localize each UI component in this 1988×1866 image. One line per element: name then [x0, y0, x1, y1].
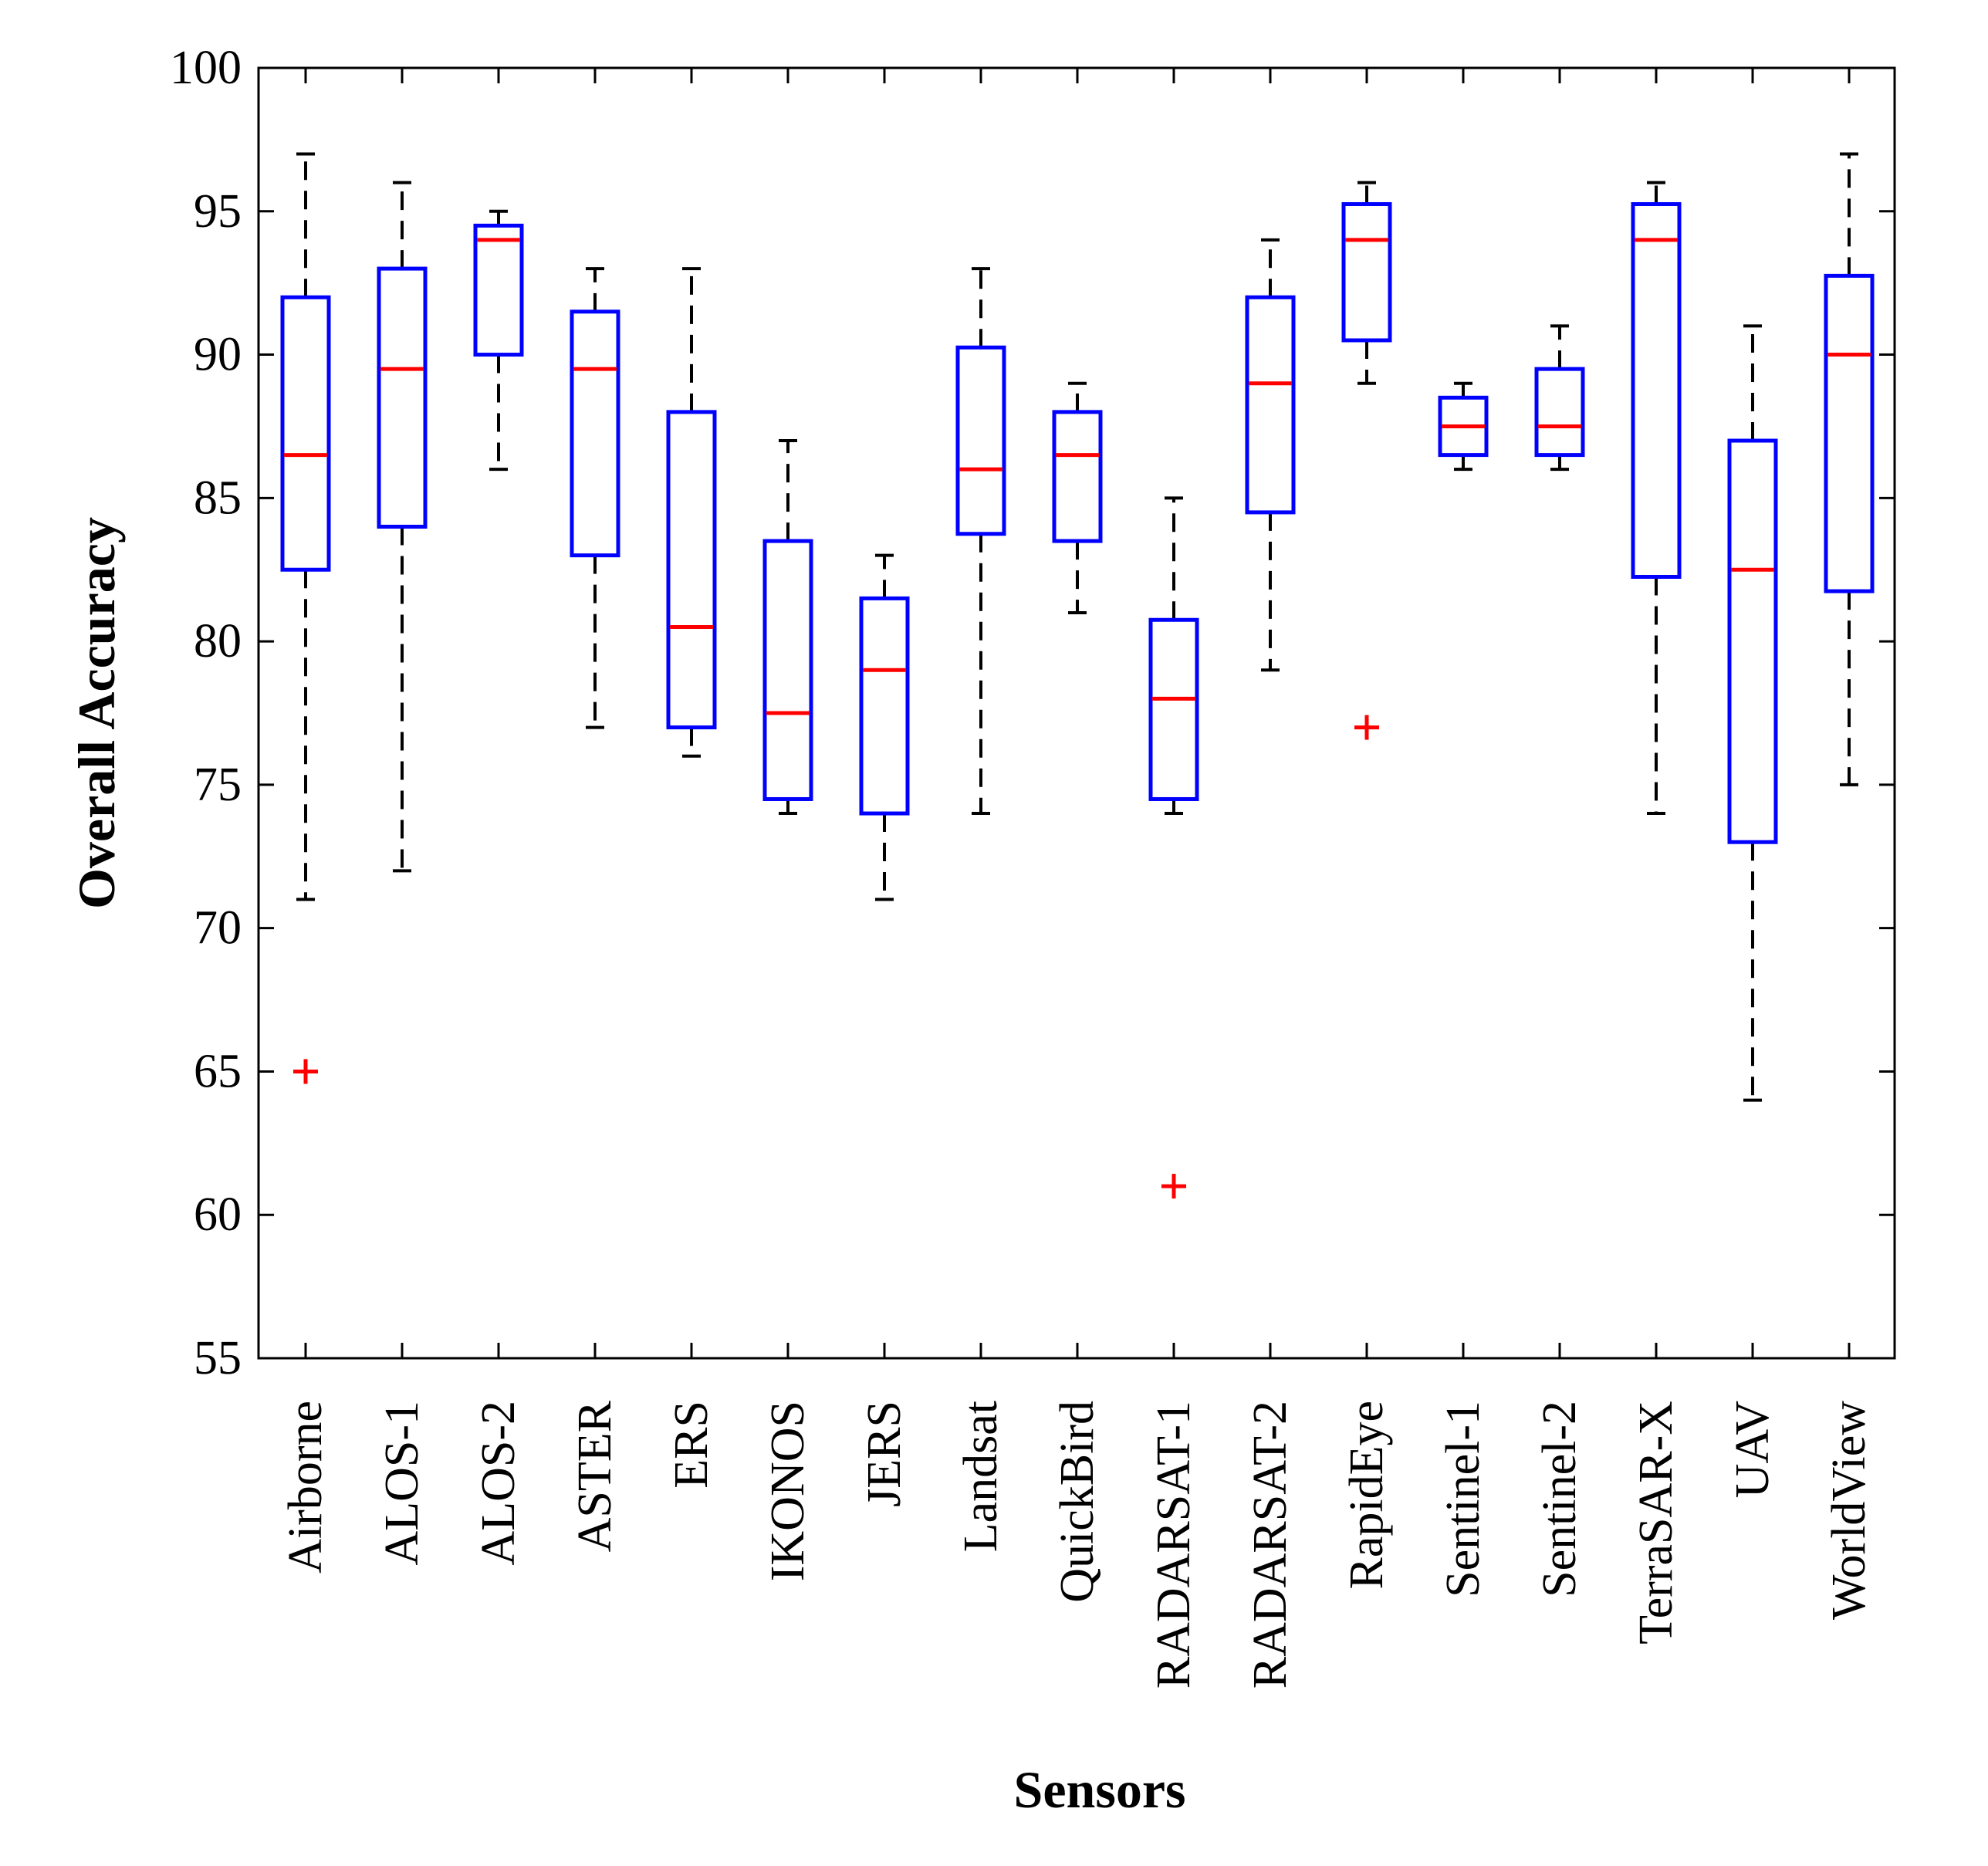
box-group-sentinel-1 [1438, 381, 1489, 472]
x-tick-label: ASTER [569, 1400, 621, 1552]
box-group-alos-1 [377, 181, 428, 873]
iqr-box [377, 266, 428, 529]
x-tick-label: RADARSAT-1 [1148, 1401, 1200, 1689]
box-group-landsat [955, 267, 1006, 816]
box-group-radarsat-1 [1148, 496, 1199, 1199]
box-group-worldview [1824, 152, 1875, 786]
y-tick-label: 100 [170, 42, 242, 94]
y-tick-label: 85 [194, 472, 242, 524]
x-tick-label: ERS [665, 1401, 718, 1489]
y-tick-label: 70 [194, 902, 242, 955]
x-tick-label: Landsat [955, 1401, 1007, 1552]
outlier-marker [293, 1059, 318, 1084]
y-tick-label: 95 [194, 185, 242, 238]
y-axis-title: Overall Accuracy [67, 517, 126, 909]
y-tick-label: 90 [194, 329, 242, 381]
x-tick-label: TerraSAR-X [1630, 1401, 1682, 1645]
y-tick-label: 55 [194, 1332, 242, 1384]
y-tick-label: 75 [194, 759, 242, 811]
x-tick-label: RADARSAT-2 [1244, 1401, 1297, 1689]
y-tick-label: 80 [194, 615, 242, 668]
x-tick-label: UAV [1726, 1401, 1779, 1499]
iqr-box [955, 345, 1006, 536]
iqr-box [473, 223, 524, 357]
box-group-rapideye [1341, 181, 1392, 740]
box-group-jers [859, 553, 910, 901]
x-axis: Airborne ALOS-1 ALOS-2 ASTER ERS IKONOS JERS La… [279, 68, 1875, 1689]
y-axis: 55 60 65 70 75 80 85 90 95 100 [170, 42, 1895, 1384]
iqr-box [762, 539, 813, 801]
box-series [280, 152, 1875, 1199]
x-tick-label: JERS [858, 1401, 911, 1507]
iqr-box [280, 295, 331, 572]
box-group-sentinel-2 [1534, 324, 1585, 472]
box-group-airborne [280, 152, 331, 1084]
box-group-ikonos [762, 439, 813, 816]
x-tick-label: RapidEye [1341, 1401, 1393, 1590]
box-group-aster [570, 267, 620, 729]
iqr-box [1052, 410, 1103, 543]
iqr-box [859, 596, 910, 816]
box-group-terrasar-x [1631, 181, 1682, 816]
x-tick-label: Airborne [279, 1401, 332, 1574]
iqr-box [1534, 367, 1585, 458]
box-group-radarsat-2 [1245, 238, 1296, 672]
outlier-marker [1161, 1174, 1186, 1199]
iqr-box [1727, 438, 1778, 844]
box-group-alos-2 [473, 209, 524, 472]
iqr-box [1631, 201, 1682, 580]
y-tick-label: 65 [194, 1045, 242, 1097]
iqr-box [570, 309, 620, 558]
x-tick-label: ALOS-2 [472, 1401, 525, 1566]
box-group-ers [666, 267, 717, 758]
box-group-quickbird [1052, 381, 1103, 614]
y-tick-label: 60 [194, 1188, 242, 1241]
iqr-box [666, 410, 717, 730]
x-axis-title: Sensors [1014, 1760, 1186, 1819]
iqr-box [1824, 273, 1875, 593]
iqr-box [1245, 295, 1296, 515]
outlier-marker [1354, 715, 1379, 740]
x-tick-label: WorldView [1823, 1401, 1875, 1620]
box-group-uav [1727, 324, 1778, 1102]
x-tick-label: Sentinel-2 [1533, 1401, 1586, 1597]
iqr-box [1341, 201, 1392, 343]
iqr-box [1148, 617, 1199, 801]
x-tick-label: QuickBird [1051, 1401, 1104, 1603]
x-tick-label: ALOS-1 [376, 1401, 428, 1566]
x-tick-label: IKONOS [762, 1401, 814, 1581]
x-tick-label: Sentinel-1 [1437, 1401, 1489, 1597]
